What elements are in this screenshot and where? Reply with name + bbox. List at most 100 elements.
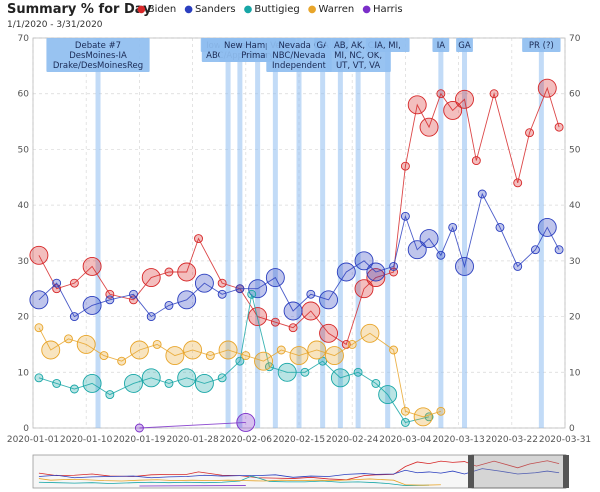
data-point-sanders (407, 240, 427, 260)
data-point-biden (177, 262, 197, 282)
data-point-sanders (306, 289, 316, 299)
data-point-biden (471, 156, 481, 166)
legend-dot-icon: ● (184, 4, 193, 15)
y-tick-label-left: 30 (18, 257, 30, 267)
data-point-buttigieg (124, 373, 143, 393)
y-tick-label-left: 10 (18, 368, 30, 378)
data-point-sanders (319, 290, 339, 310)
data-point-biden (141, 268, 161, 288)
data-point-buttigieg (52, 378, 62, 388)
data-point-sanders (537, 217, 557, 237)
data-point-warren (276, 345, 286, 355)
legend-item-biden[interactable]: ● Biden (137, 4, 176, 15)
event-label: IA (437, 41, 446, 51)
y-tick-label-left: 0 (23, 424, 29, 434)
data-point-biden (407, 95, 427, 115)
data-point-biden (400, 161, 410, 171)
data-point-biden (419, 117, 439, 137)
chart-subtitle: 1/1/2020 - 3/31/2020 (7, 20, 103, 30)
data-point-sanders (29, 290, 49, 310)
data-point-biden (436, 89, 446, 99)
event-label: UT, VT, VA (336, 61, 380, 71)
data-point-biden (354, 279, 374, 299)
data-point-buttigieg (217, 373, 227, 383)
event-label: IA, MI, (375, 41, 401, 51)
legend-item-harris[interactable]: ● Harris (362, 4, 402, 15)
legend-item-buttigieg[interactable]: ● Buttigieg (244, 4, 300, 15)
legend-label: Biden (147, 4, 177, 15)
event-band (255, 38, 261, 428)
data-point-biden (69, 278, 79, 288)
data-point-sanders (164, 300, 174, 310)
data-point-warren (41, 340, 61, 360)
navigator-handle-right[interactable] (563, 455, 569, 488)
data-point-warren (205, 351, 215, 361)
data-point-warren (360, 323, 380, 343)
data-point-sanders (283, 301, 303, 321)
event-label: DesMoines-IA (69, 51, 127, 61)
navigator-window[interactable] (471, 454, 567, 489)
data-point-sanders (265, 268, 285, 288)
x-tick-label: 2020-03-04 (379, 435, 432, 445)
data-point-buttigieg (371, 378, 381, 388)
data-point-biden (164, 267, 174, 277)
legend-item-warren[interactable]: ● Warren (308, 4, 354, 15)
legend-dot-icon: ● (307, 4, 317, 15)
data-point-biden (288, 323, 298, 333)
data-point-buttigieg (277, 362, 297, 382)
data-point-warren (117, 356, 127, 366)
data-point-buttigieg (164, 378, 174, 388)
event-label: New Hampshire (224, 41, 291, 51)
series-line-sanders (38, 192, 560, 318)
legend-item-sanders[interactable]: ● Sanders (184, 4, 235, 15)
event-band (385, 38, 391, 428)
event-band (272, 38, 278, 428)
data-point-biden (217, 278, 227, 288)
x-tick-label: 2020-01-28 (166, 435, 219, 445)
y-tick-label-right: 0 (569, 424, 575, 434)
data-point-warren (389, 345, 399, 355)
navigator-series-buttigieg (38, 475, 430, 486)
event-band (237, 38, 243, 428)
data-point-sanders (146, 312, 156, 322)
data-point-warren (99, 351, 109, 361)
series-line-harris (139, 421, 246, 429)
y-tick-label-left: 40 (18, 201, 30, 211)
data-point-sanders (248, 279, 268, 299)
event-band (538, 38, 544, 428)
data-point-sanders (194, 273, 214, 293)
data-point-sanders (389, 261, 399, 271)
y-tick-label-left: 50 (18, 145, 30, 155)
data-point-biden (443, 100, 463, 120)
data-point-warren (64, 334, 73, 344)
data-point-harris (134, 423, 144, 433)
navigator-handle-left[interactable] (468, 455, 474, 488)
event-band (296, 38, 302, 428)
data-point-warren (400, 406, 410, 416)
event-band (438, 38, 444, 428)
event-label: Independent (272, 61, 327, 71)
data-point-warren (152, 339, 162, 349)
data-point-buttigieg (177, 368, 197, 388)
data-point-biden (194, 234, 203, 244)
chart-title: Summary % for Day (7, 2, 152, 17)
x-tick-label: 2020-01-10 (60, 435, 113, 445)
data-point-warren (76, 334, 96, 354)
y-tick-label-right: 60 (569, 90, 581, 100)
data-point-warren (413, 407, 433, 427)
data-point-buttigieg (353, 367, 363, 377)
series-line-biden (38, 86, 560, 346)
data-point-warren (218, 340, 238, 360)
data-point-warren (165, 346, 185, 366)
data-point-sanders (105, 295, 115, 305)
event-label: PR (?) (529, 41, 554, 51)
data-point-harris (236, 412, 256, 432)
event-band (355, 38, 361, 428)
data-point-buttigieg (378, 385, 398, 405)
data-point-buttigieg (105, 390, 115, 400)
data-point-sanders (217, 289, 227, 299)
data-point-sanders (177, 290, 197, 310)
data-point-sanders (513, 261, 523, 271)
event-band (95, 38, 101, 428)
